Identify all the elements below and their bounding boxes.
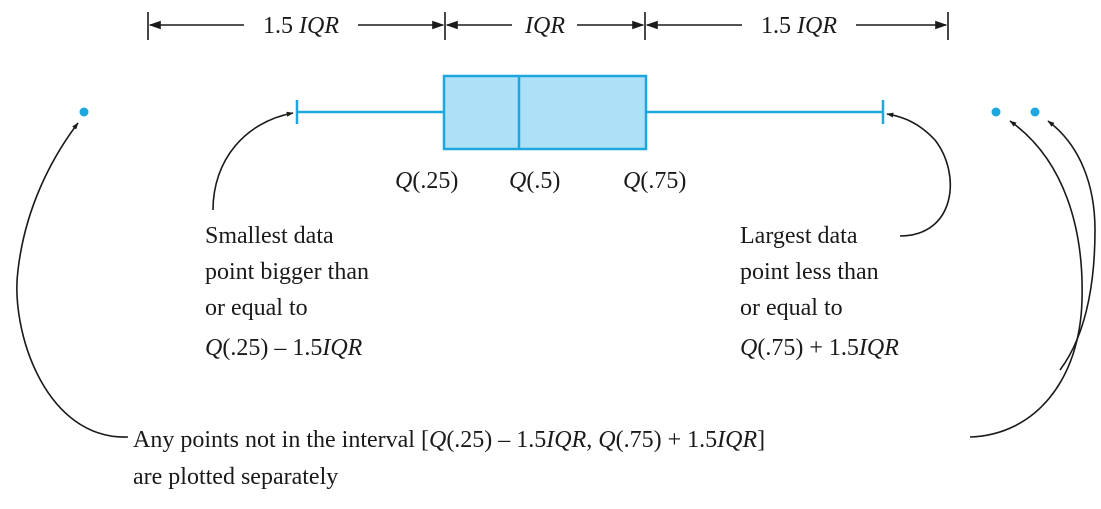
bottom-note-line-1: Any points not in the interval [Q(.25) –… <box>133 427 765 453</box>
right-note-line-1: Largest data <box>740 223 858 249</box>
left-span-label: 1.5 IQR <box>263 13 339 39</box>
iqr-scale <box>147 12 949 40</box>
right-note-line-2: point less than <box>740 259 879 285</box>
bottom-note-arrow-right-1 <box>969 120 1083 438</box>
outlier-point-left <box>79 107 89 117</box>
left-note-line-1: Smallest data <box>205 223 334 249</box>
bottom-note: Any points not in the interval [Q(.25) –… <box>133 427 765 490</box>
right-note-line-4: Q(.75) + 1.5IQR <box>740 335 899 361</box>
bottom-note-arrow-left <box>16 122 129 438</box>
right-note-line-3: or equal to <box>740 295 843 321</box>
q75-label: Q(.75) <box>623 168 686 194</box>
right-span-label: 1.5 IQR <box>761 13 837 39</box>
left-note: Smallest data point bigger than or equal… <box>205 223 369 361</box>
outlier-point-right-2 <box>1030 107 1040 117</box>
bottom-note-arrow-right-2 <box>1047 120 1096 371</box>
q50-label: Q(.5) <box>509 168 560 194</box>
left-note-arrow <box>212 111 294 211</box>
outlier-point-right-1 <box>991 107 1001 117</box>
left-note-line-3: or equal to <box>205 295 308 321</box>
left-note-line-2: point bigger than <box>205 259 369 285</box>
mid-span-label: IQR <box>524 13 565 39</box>
right-note-arrow <box>886 112 952 237</box>
bottom-note-line-2: are plotted separately <box>133 464 338 490</box>
boxplot <box>79 74 1040 151</box>
iqr-box <box>442 74 648 151</box>
left-note-line-4: Q(.25) – 1.5IQR <box>205 335 363 361</box>
right-note: Largest data point less than or equal to… <box>740 223 899 361</box>
q25-label: Q(.25) <box>395 168 458 194</box>
